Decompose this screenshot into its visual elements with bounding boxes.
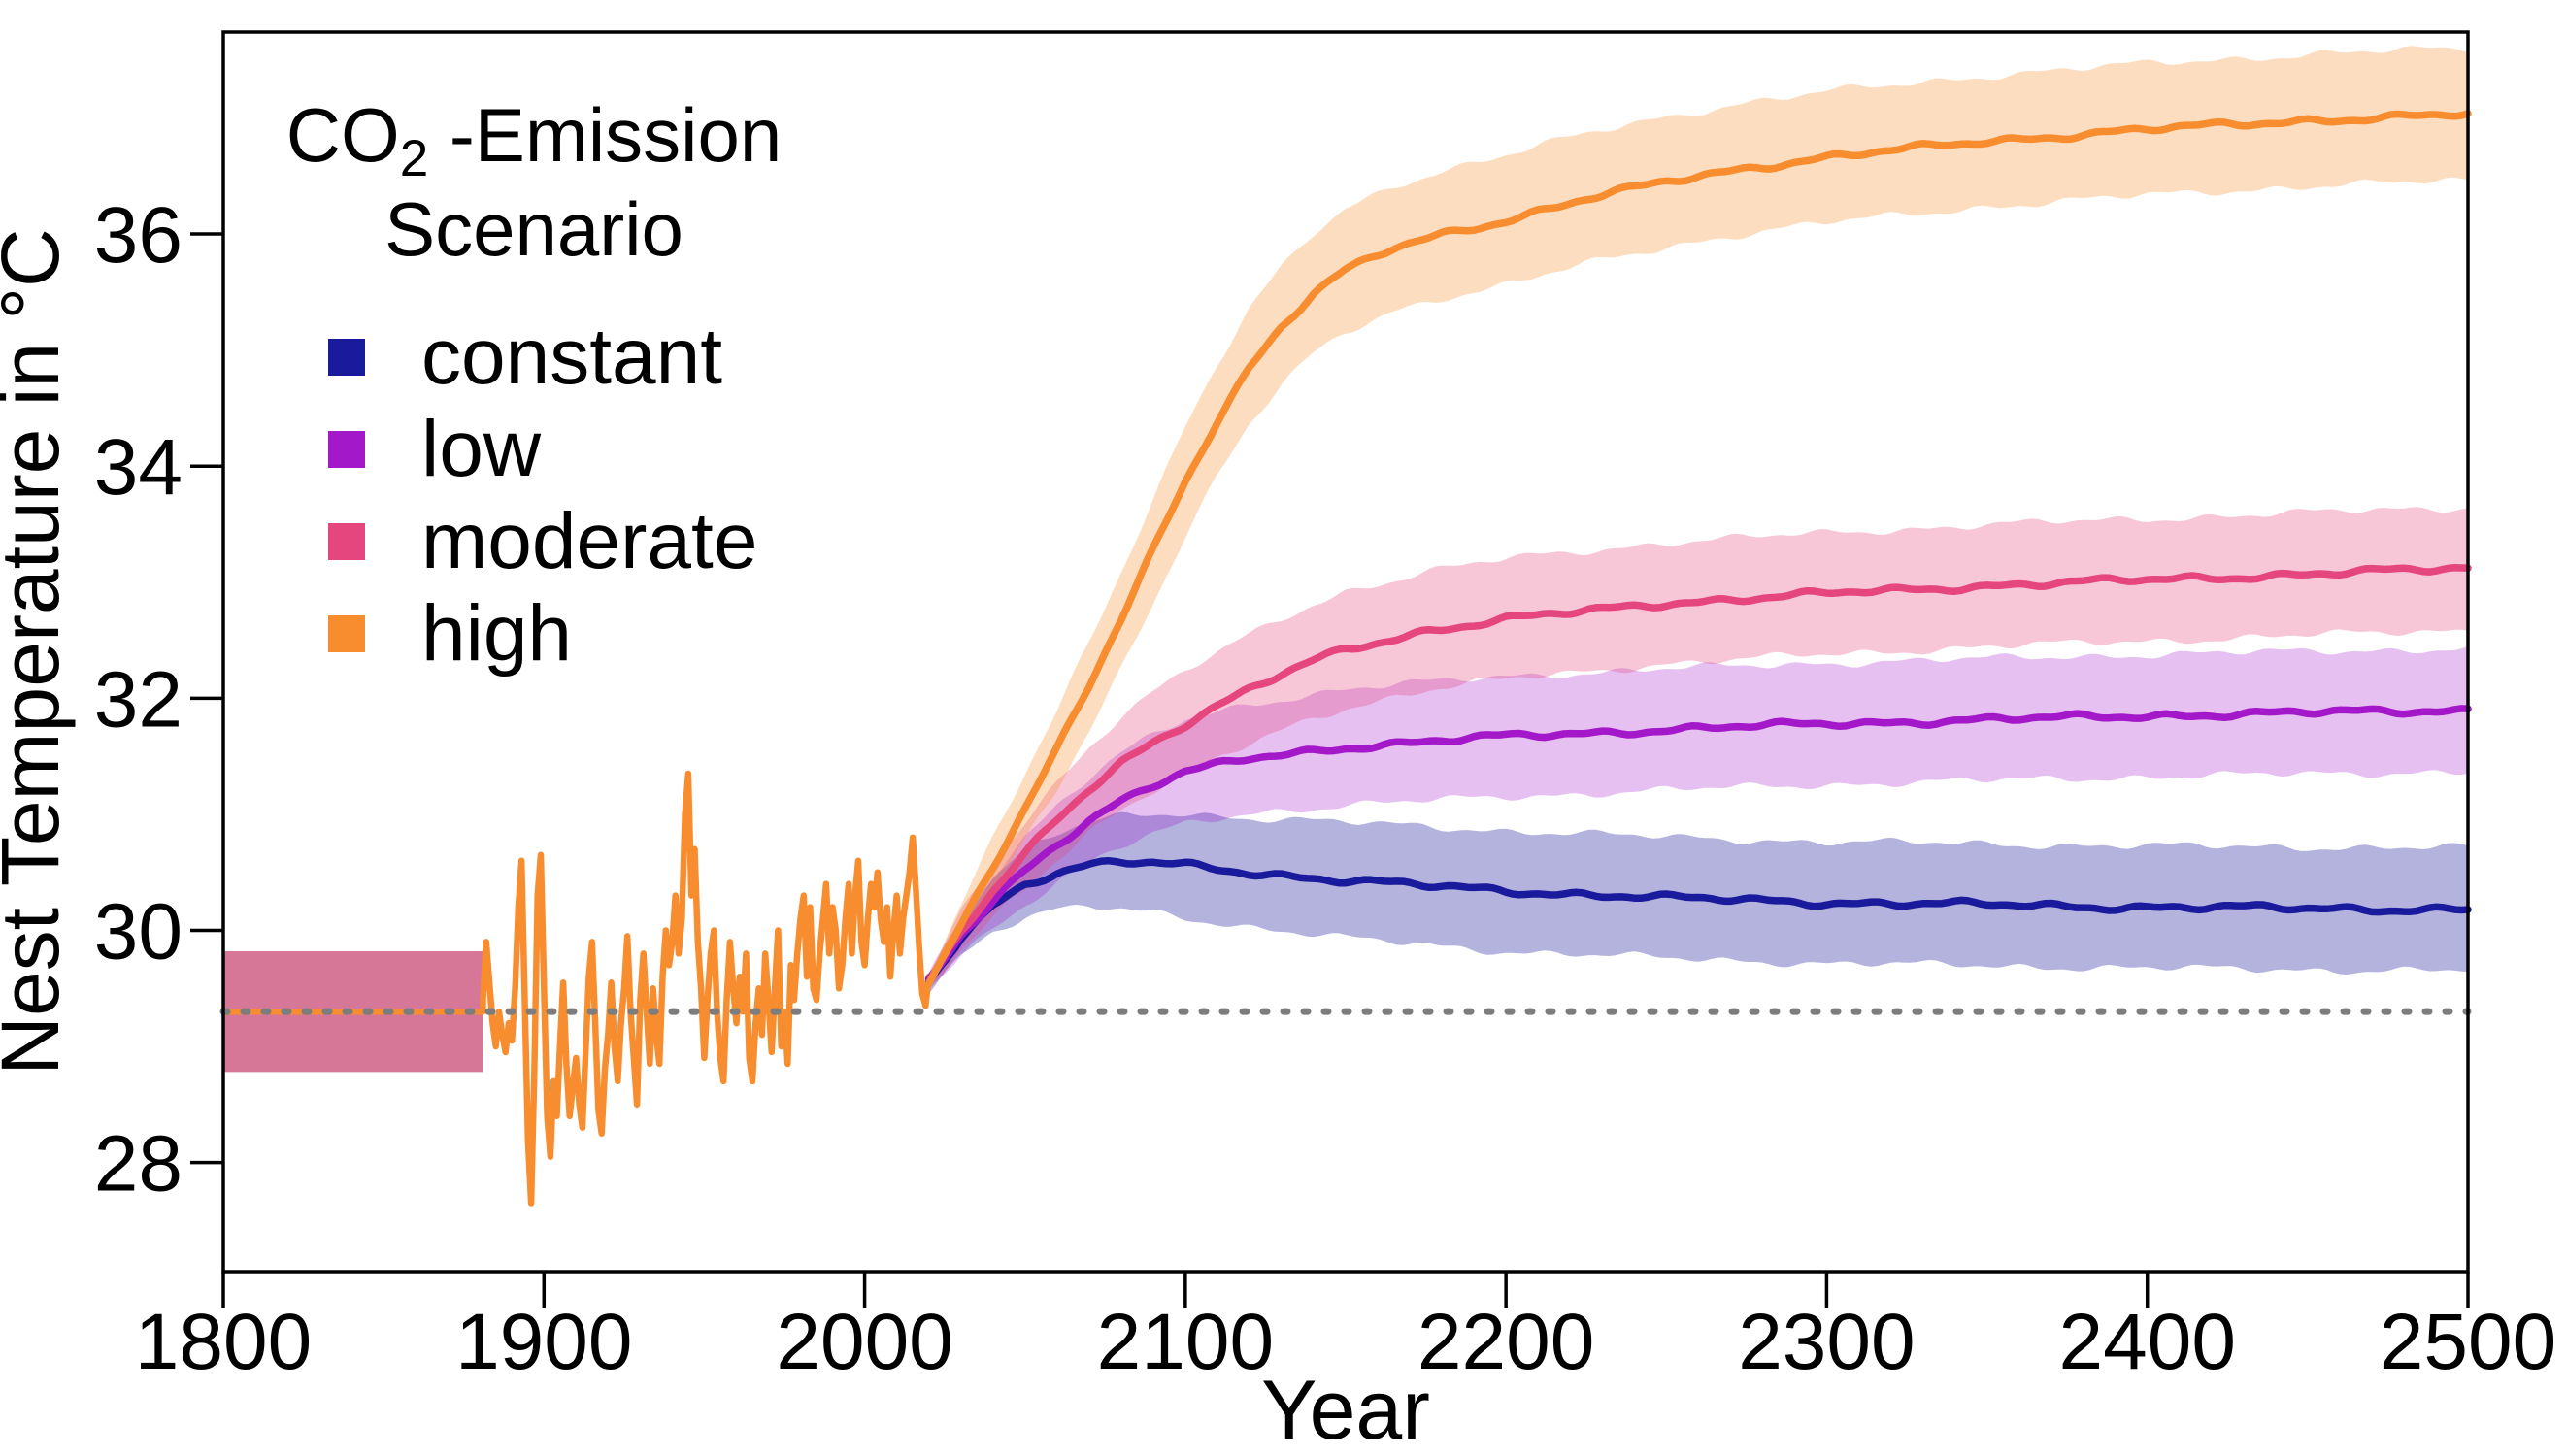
legend-label-high: high: [421, 589, 573, 678]
line-high: [924, 110, 2472, 988]
legend-label-constant: constant: [421, 313, 722, 402]
x-tick-label: 1900: [455, 1298, 632, 1386]
legend-swatch-moderate: [328, 523, 365, 561]
y-tick-label: 36: [94, 191, 183, 280]
legend-swatch-high: [328, 615, 365, 653]
band-moderate: [928, 507, 2468, 988]
line-constant: [924, 856, 2472, 986]
y-tick-label: 34: [94, 423, 183, 512]
legend-title-scenario: Scenario: [384, 186, 683, 273]
legend-items: constant low moderate high: [243, 312, 825, 680]
legend-swatch-constant: [328, 339, 365, 377]
legend-title-emission: -Emission: [428, 92, 783, 178]
legend-label-moderate: moderate: [421, 497, 758, 586]
x-tick-label: 2000: [776, 1298, 952, 1386]
legend-title-sub2: 2: [399, 129, 429, 187]
legend-label-low: low: [421, 405, 542, 494]
line-moderate: [924, 564, 2472, 987]
x-tick-label: 1800: [135, 1298, 312, 1386]
band-low: [928, 645, 2468, 990]
legend-title-co: CO: [285, 92, 400, 178]
legend-item-low: low: [243, 404, 825, 496]
legend-item-moderate: moderate: [243, 496, 825, 588]
y-tick-label: 32: [94, 655, 183, 744]
x-tick-label: 2500: [2380, 1298, 2556, 1386]
x-tick-label: 2300: [1738, 1298, 1915, 1386]
x-tick-label: 2400: [2059, 1298, 2236, 1386]
x-axis-title: Year: [1261, 1364, 1430, 1456]
line-low: [924, 705, 2472, 983]
band-constant: [928, 811, 2468, 995]
x-tick-label: 2100: [1097, 1298, 1274, 1386]
band-high: [928, 46, 2468, 990]
x-tick-label: 2200: [1417, 1298, 1594, 1386]
y-axis-title: Nest Temperature in °C: [0, 228, 76, 1075]
legend-item-high: high: [243, 588, 825, 680]
y-tick-label: 28: [94, 1120, 183, 1208]
legend-item-constant: constant: [243, 312, 825, 404]
y-tick-label: 30: [94, 887, 183, 976]
legend: CO2 -Emission Scenario constant low modera…: [243, 92, 825, 680]
legend-swatch-low: [328, 431, 365, 469]
plot-frame: [221, 30, 2470, 1274]
legend-title: CO2 -Emission Scenario: [243, 92, 825, 273]
historical-line: [219, 770, 932, 1207]
